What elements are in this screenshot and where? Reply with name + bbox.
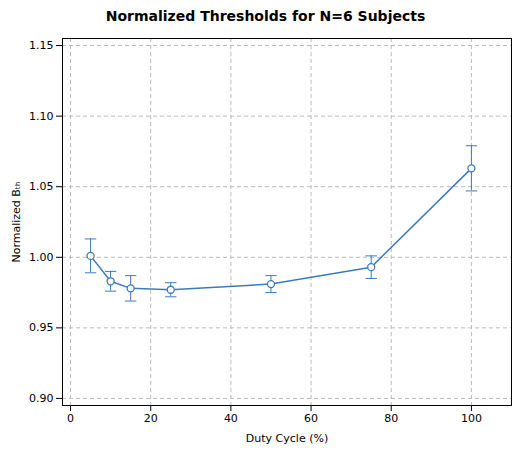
svg-text:0: 0	[67, 412, 74, 425]
svg-text:80: 80	[384, 412, 398, 425]
svg-text:60: 60	[304, 412, 318, 425]
svg-text:Duty Cycle (%): Duty Cycle (%)	[246, 432, 328, 445]
svg-text:1.10: 1.10	[29, 110, 54, 123]
svg-text:Normalized Bₜₕ: Normalized Bₜₕ	[10, 181, 23, 262]
svg-text:1.05: 1.05	[29, 180, 54, 193]
svg-text:40: 40	[224, 412, 238, 425]
svg-text:1.15: 1.15	[29, 39, 54, 52]
svg-text:20: 20	[144, 412, 158, 425]
svg-text:100: 100	[461, 412, 482, 425]
svg-text:0.90: 0.90	[29, 392, 54, 405]
svg-text:0.95: 0.95	[29, 321, 54, 334]
html-text:Normalized Thresholds for N=6: Normalized Thresholds for N=6 Subjects	[105, 8, 426, 24]
svg-text:1.00: 1.00	[29, 251, 54, 264]
